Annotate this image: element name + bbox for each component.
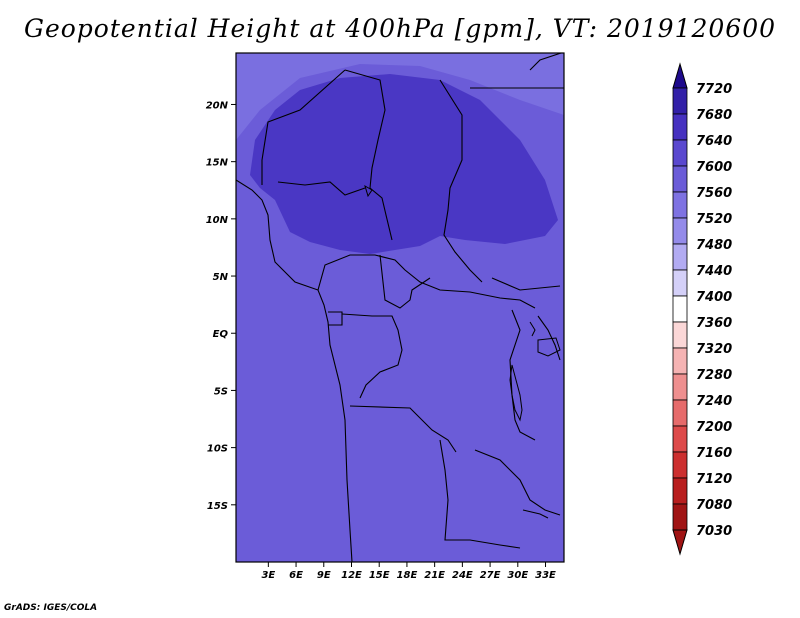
- lon-tick-label: 18E: [397, 570, 418, 581]
- colorbar-swatch: [672, 503, 688, 531]
- colorbar-min-arrow: [672, 529, 688, 556]
- colorbar-swatch: [672, 217, 688, 245]
- field-contour-7560: [236, 53, 564, 140]
- colorbar-swatch: [672, 269, 688, 297]
- lat-tick-label: 15S: [207, 501, 228, 512]
- colorbar-swatch: [672, 425, 688, 453]
- colorbar-label: 7680: [696, 108, 732, 123]
- field-contour-7600: [250, 74, 558, 254]
- colorbar-max-arrow: [672, 62, 688, 89]
- lon-tick-label: 3E: [261, 570, 275, 581]
- colorbar-label: 7720: [696, 82, 732, 97]
- colorbar-label: 7240: [696, 394, 732, 409]
- colorbar-label: 7440: [696, 264, 732, 279]
- lat-tick-label: 5S: [214, 386, 228, 397]
- map-title: Geopotential Height at 400hPa [gpm], VT:…: [23, 14, 777, 43]
- colorbar-swatch: [672, 165, 688, 193]
- colorbar-label: 7400: [696, 290, 732, 305]
- colorbar-label: 7160: [696, 446, 732, 461]
- lat-tick-label: 5N: [213, 272, 229, 283]
- lon-tick-label: 33E: [535, 570, 556, 581]
- colorbar-swatch: [672, 477, 688, 505]
- colorbar-label: 7030: [696, 524, 732, 539]
- colorbar: 7720 7680 7640 7600 7560 7520 7480 7440 7400 7360…: [672, 62, 732, 556]
- colorbar-swatch: [672, 399, 688, 427]
- colorbar-label: 7120: [696, 472, 732, 487]
- lon-tick-label: 9E: [317, 570, 331, 581]
- colorbar-label: 7480: [696, 238, 732, 253]
- lat-tick-label: 20N: [206, 100, 229, 111]
- colorbar-label: 7320: [696, 342, 732, 357]
- lat-tick-label: 10S: [207, 444, 228, 455]
- colorbar-swatch: [672, 321, 688, 349]
- colorbar-label: 7600: [696, 160, 732, 175]
- colorbar-label: 7200: [696, 420, 732, 435]
- lon-axis: 3E 6E 9E 12E 15E 18E 21E 24E 27E 30E 33E: [261, 562, 556, 581]
- colorbar-swatch: [672, 113, 688, 141]
- lon-tick-label: 15E: [369, 570, 390, 581]
- colorbar-swatch: [672, 373, 688, 401]
- lon-tick-label: 30E: [507, 570, 528, 581]
- lat-axis: 20N 15N 10N 5N EQ 5S 10S 15S: [206, 100, 236, 512]
- colorbar-swatch: [672, 243, 688, 271]
- lat-tick-label: EQ: [213, 329, 229, 340]
- colorbar-swatch: [672, 87, 688, 115]
- colorbar-label: 7520: [696, 212, 732, 227]
- colorbar-label: 7560: [696, 186, 732, 201]
- colorbar-swatch: [672, 451, 688, 479]
- colorbar-swatch: [672, 347, 688, 375]
- lat-tick-label: 15N: [206, 158, 229, 169]
- lon-tick-label: 21E: [424, 570, 445, 581]
- colorbar-swatch: [672, 191, 688, 219]
- colorbar-label: 7080: [696, 498, 732, 513]
- colorbar-label: 7280: [696, 368, 732, 383]
- lon-tick-label: 12E: [341, 570, 362, 581]
- map-frame: [235, 52, 565, 563]
- lon-tick-label: 27E: [480, 570, 501, 581]
- lon-tick-label: 6E: [289, 570, 303, 581]
- colorbar-swatch: [672, 295, 688, 323]
- colorbar-swatch: [672, 139, 688, 167]
- lakes: [364, 184, 561, 519]
- country-borders: [236, 53, 564, 562]
- lon-tick-label: 24E: [452, 570, 473, 581]
- lat-tick-label: 10N: [206, 215, 229, 226]
- colorbar-label: 7640: [696, 134, 732, 149]
- colorbar-label: 7360: [696, 316, 732, 331]
- footer-credit: GrADS: IGES/COLA: [4, 603, 98, 613]
